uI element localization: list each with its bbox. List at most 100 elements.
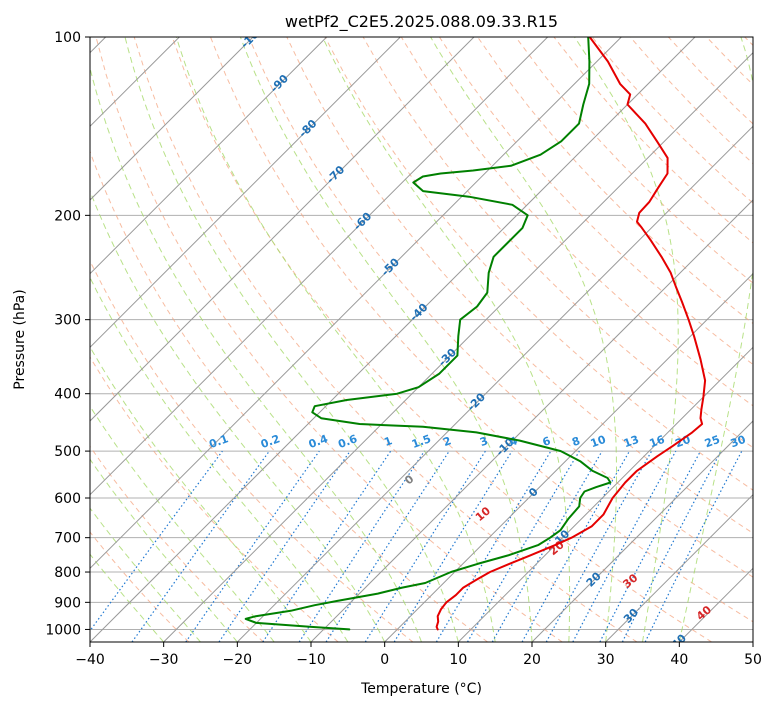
y-tick-label: 900: [54, 595, 81, 611]
mixing-ratio-label: 4: [508, 434, 520, 449]
y-tick-label: 500: [54, 444, 81, 460]
moist-adiabat-line: [90, 276, 349, 642]
mixing-ratio-line: [545, 450, 653, 642]
y-tick-label: 300: [54, 313, 81, 329]
x-tick-label: −30: [149, 652, 179, 668]
mixing-ratio-line: [185, 450, 320, 642]
x-axis-ticks: −40 −30 −20 −10 0 10 20 30 40 50: [75, 642, 762, 668]
mixing-ratio-label: 1: [382, 434, 394, 449]
mixing-ratio-line: [393, 450, 513, 642]
mixing-ratio-line: [325, 450, 450, 642]
dry-adiabat-line: [90, 445, 264, 642]
isotherm-line: [90, 37, 328, 275]
x-axis-label: Temperature (°C): [360, 681, 482, 697]
isotherms: [90, 37, 753, 642]
mixing-ratio-lines: [90, 450, 743, 642]
moist-adiabat-line: [678, 37, 753, 642]
mixing-ratio-line: [521, 450, 631, 642]
isotherm-line: [605, 493, 753, 642]
isotherm-line: [457, 346, 753, 642]
mixing-ratio-line: [572, 450, 677, 642]
y-tick-label: 600: [54, 491, 81, 507]
x-tick-label: 30: [597, 652, 615, 668]
moist-adiabat-line: [90, 405, 275, 642]
isotherm-line: [236, 125, 753, 642]
y-tick-label: 700: [54, 531, 81, 547]
dry-adiabat-line: [90, 531, 190, 642]
moist-adiabat-line: [90, 458, 238, 642]
mixing-ratio-label: 0.6: [336, 432, 359, 451]
mixing-ratio-label: 3: [478, 434, 490, 449]
x-tick-label: 10: [449, 652, 467, 668]
x-tick-label: −20: [223, 652, 253, 668]
mixing-ratio-line: [644, 450, 743, 642]
moist-adiabat-line: [90, 553, 165, 642]
mixing-ratio-label: 2: [441, 434, 453, 449]
mixing-ratio-label: 0.4: [307, 432, 330, 451]
chart-title: wetPf2_C2E5.2025.088.09.33.R15: [285, 12, 558, 32]
dry-adiabat-line: [438, 37, 753, 366]
mixing-ratio-label: 16: [648, 433, 667, 451]
moist-adiabat-line: [239, 37, 533, 642]
isotherm-line: [90, 37, 401, 349]
dry-adiabat-line: [90, 356, 339, 642]
dry-adiabat-line: [210, 37, 753, 623]
dry-adiabat-line: [248, 37, 753, 578]
mixing-ratio-label: 13: [622, 433, 641, 450]
mixing-ratio-label: 6: [541, 434, 553, 449]
isotherm-line: [90, 37, 696, 642]
moist-adiabat-line: [90, 65, 422, 642]
mixing-ratio-label: 25: [703, 433, 722, 450]
isotherm-line: [163, 51, 753, 642]
moist-adiabat-line: [124, 37, 459, 642]
mixing-ratio-label: 1.5: [410, 432, 433, 451]
sounding-series: [244, 37, 707, 631]
x-tick-label: 0: [380, 652, 389, 668]
x-tick-label: 40: [670, 652, 688, 668]
isotherm-line: [310, 199, 753, 642]
y-axis-label: Pressure (hPa): [12, 289, 28, 389]
y-tick-label: 1000: [45, 622, 81, 638]
moist-adiabats: [90, 37, 753, 642]
dewpoint-line: [244, 37, 612, 631]
isotherm-line: [90, 37, 622, 570]
isotherm-line: [384, 272, 753, 642]
plot-frame: [89, 36, 754, 643]
mixing-ratio-line: [218, 450, 351, 642]
mixing-ratio-line: [298, 450, 425, 642]
isotherm-label: 40: [669, 631, 689, 651]
mixing-ratio-line: [131, 450, 270, 642]
isotherm-line: [90, 37, 549, 496]
dry-adiabat-line: [171, 37, 712, 642]
x-tick-label: 20: [523, 652, 541, 668]
y-tick-label: 200: [54, 208, 81, 224]
mixing-ratio-label: 10: [589, 433, 608, 451]
y-axis-ticks: 100 200 300 400 500 600 700 800 900 1000: [45, 30, 90, 638]
moist-adiabat-line: [175, 37, 496, 642]
dry-adiabat-line: [400, 37, 753, 407]
moist-adiabat-line: [574, 37, 679, 642]
mixing-ratio-line: [262, 450, 392, 642]
mixing-ratio-line: [90, 450, 223, 632]
y-tick-label: 100: [54, 30, 81, 46]
mixing-ratio-label: 0.1: [207, 432, 230, 451]
y-tick-label: 800: [54, 565, 81, 581]
temperature-line: [435, 37, 707, 631]
moist-adiabat-line: [90, 507, 201, 642]
dry-adiabat-line: [90, 150, 488, 642]
moist-adiabat-line: [90, 189, 386, 642]
dry-adiabat-line: [95, 37, 563, 642]
x-tick-label: 50: [744, 652, 762, 668]
mixing-ratio-label: 20: [673, 433, 692, 451]
mixing-ratio-label: 0.2: [259, 432, 282, 451]
dry-adiabat-line: [515, 37, 753, 284]
isotherm-line: [531, 420, 753, 642]
mixing-ratio-label: 8: [570, 434, 582, 449]
moist-adiabat-line: [322, 37, 571, 642]
dry-adiabat-line: [133, 37, 638, 642]
mixing-ratio-label: 30: [729, 433, 748, 451]
y-tick-label: 400: [54, 387, 81, 403]
moist-adiabat-line: [430, 37, 617, 642]
